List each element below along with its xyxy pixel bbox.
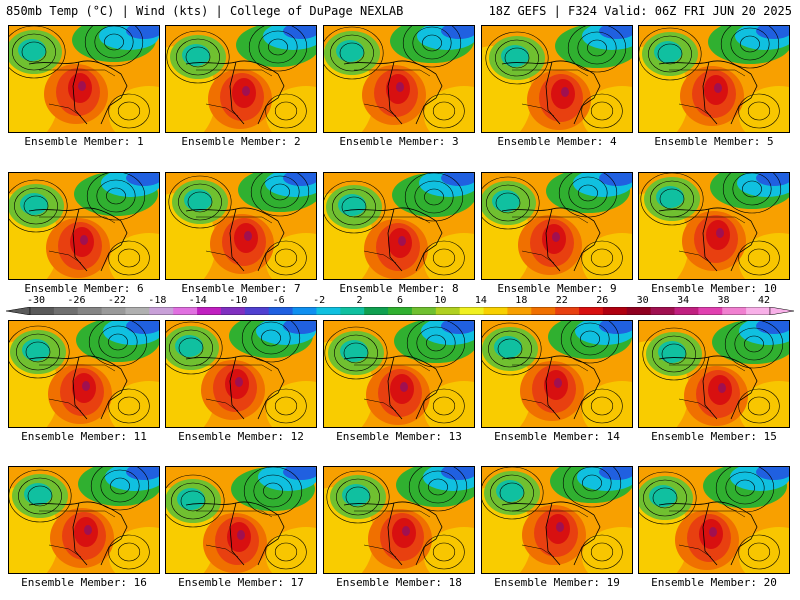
ensemble-map [8,25,160,133]
ensemble-map [481,172,633,280]
ensemble-map [165,320,317,428]
ensemble-member-label: Ensemble Member: 18 [336,576,462,589]
ensemble-member-label: Ensemble Member: 3 [339,135,459,148]
colorbar-tick-label: -14 [188,295,207,306]
colorbar-tick-label: -18 [148,295,167,306]
ensemble-member-label: Ensemble Member: 15 [651,430,777,443]
ensemble-member-label: Ensemble Member: 20 [651,576,777,589]
temperature-colorbar: -30 -26 -22 -18 -14 -10 -6 -2 2 6 10 14 18 22 26 30 34 38… [6,296,794,320]
ensemble-map [481,25,633,133]
colorbar-tick-label: -10 [229,295,248,306]
ensemble-map [638,466,790,574]
colorbar-tick-label: -30 [26,295,46,306]
colorbar-tick-label: -26 [67,295,86,306]
colorbar-tick-label: 14 [474,295,487,306]
ensemble-member-label: Ensemble Member: 12 [178,430,304,443]
colorbar-tick-label: 42 [757,295,771,306]
ensemble-map [8,320,160,428]
ensemble-map [638,25,790,133]
colorbar-tick-label: 2 [356,295,363,306]
ensemble-member-label: Ensemble Member: 16 [21,576,147,589]
ensemble-member-label: Ensemble Member: 19 [494,576,620,589]
ensemble-member-label: Ensemble Member: 2 [181,135,301,148]
ensemble-member-label: Ensemble Member: 14 [494,430,620,443]
ensemble-member-label: Ensemble Member: 9 [497,282,617,295]
header-title: 850mb Temp (°C) | Wind (kts) | College o… [6,4,404,18]
ensemble-member-label: Ensemble Member: 13 [336,430,462,443]
colorbar-tick-label: -6 [272,295,285,306]
colorbar-tick-label: 26 [596,295,609,306]
ensemble-map [323,466,475,574]
colorbar-tick-label: -22 [107,295,126,306]
ensemble-member-label: Ensemble Member: 11 [21,430,147,443]
colorbar-tick-label: 22 [555,295,568,306]
ensemble-map [638,320,790,428]
ensemble-map [481,466,633,574]
ensemble-map [165,172,317,280]
ensemble-member-label: Ensemble Member: 10 [651,282,777,295]
colorbar-tick-label: 34 [677,295,690,306]
colorbar-tick-label: -2 [313,295,326,306]
ensemble-map [638,172,790,280]
ensemble-member-label: Ensemble Member: 8 [339,282,459,295]
ensemble-map [8,172,160,280]
colorbar-tick-label: 10 [434,295,447,306]
colorbar-strip [6,307,794,315]
ensemble-map [8,466,160,574]
ensemble-map [323,25,475,133]
colorbar-tick-label: 30 [636,295,649,306]
ensemble-map [165,25,317,133]
colorbar-tick-label: 18 [515,295,528,306]
ensemble-map [165,466,317,574]
ensemble-member-label: Ensemble Member: 1 [24,135,144,148]
ensemble-member-label: Ensemble Member: 4 [497,135,617,148]
ensemble-map [481,320,633,428]
ensemble-member-label: Ensemble Member: 7 [181,282,301,295]
ensemble-member-label: Ensemble Member: 17 [178,576,304,589]
header-valid-time: 18Z GEFS | F324 Valid: 06Z FRI JUN 20 20… [488,4,792,18]
colorbar-tick-label: 38 [717,295,730,306]
ensemble-member-label: Ensemble Member: 5 [654,135,774,148]
colorbar-tick-label: 6 [396,295,404,306]
ensemble-map [323,320,475,428]
ensemble-map [323,172,475,280]
ensemble-member-label: Ensemble Member: 6 [24,282,144,295]
